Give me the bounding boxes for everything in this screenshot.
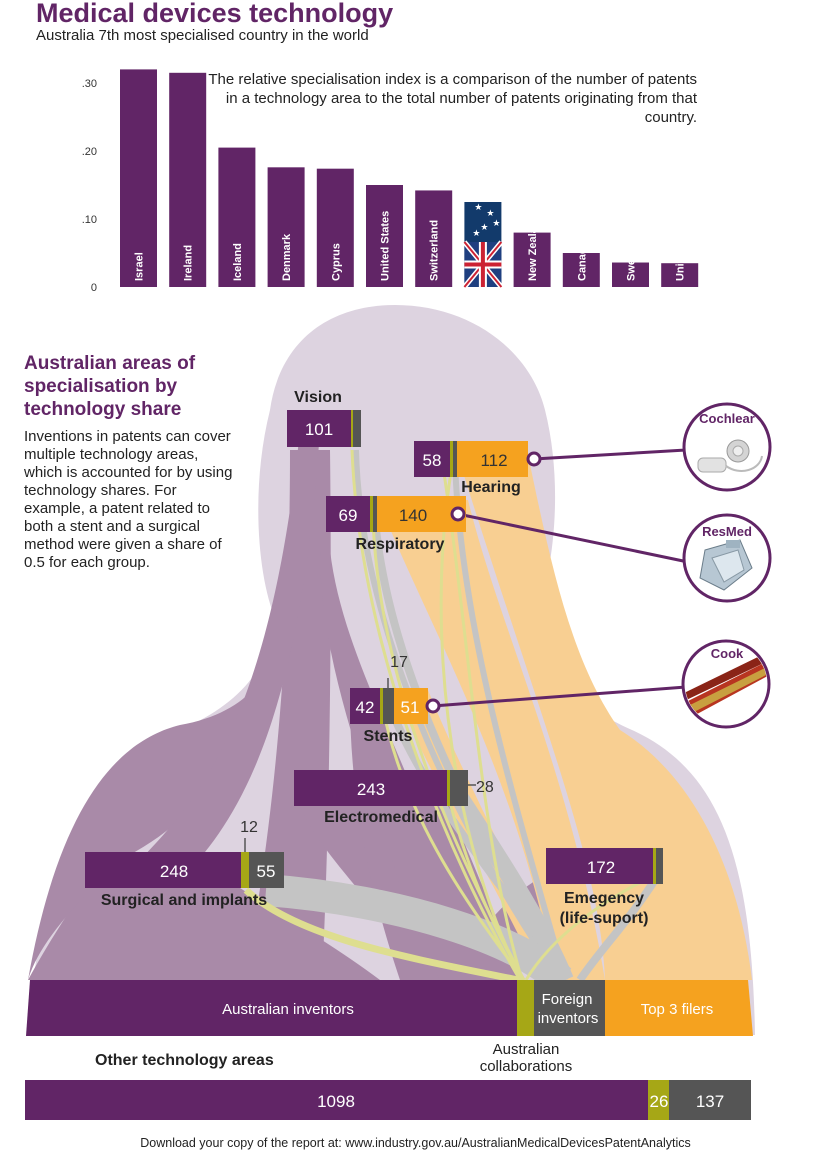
collaborations-label-line2: collaborations [480, 1058, 573, 1075]
emergency-label-line1: Emegency [564, 890, 644, 907]
bar-united-kingdom [661, 263, 699, 287]
foreign-inventors-label-line2: inventors [538, 1010, 599, 1027]
stents-au-value: 42 [356, 698, 375, 717]
index-description: The relative specialisation index is a c… [208, 71, 697, 126]
stents-callout-dot [425, 698, 441, 714]
surgical-label: Surgical and implants [101, 892, 267, 909]
hearing-label: Hearing [461, 479, 521, 496]
resmed-label: ResMed [702, 524, 752, 539]
bar-canada [562, 253, 600, 287]
bar-label: Cyprus [330, 243, 342, 281]
bar-label: Ireland [183, 245, 195, 281]
section-explanation: Inventions in patents can cover multiple… [24, 428, 233, 571]
bar-label: United States [380, 211, 392, 281]
other-foreign-value: 137 [696, 1092, 724, 1111]
surgical-collab-value: 12 [240, 819, 258, 836]
vision-node [287, 410, 361, 447]
respiratory-callout-dot [450, 506, 466, 522]
svg-text:★: ★ [474, 202, 482, 212]
vision-label: Vision [294, 389, 342, 406]
svg-text:★: ★ [486, 208, 494, 218]
emergency-node [546, 848, 663, 884]
respiratory-top3-value: 140 [399, 506, 427, 525]
respiratory-mask-icon [699, 539, 753, 591]
foreign-inventor-flows [264, 449, 662, 992]
cochlear-badge: Cochlear [682, 402, 772, 492]
y-tick-label: 0 [91, 282, 97, 294]
electromedical-node [294, 770, 476, 806]
bar-label: Israel [134, 252, 146, 281]
page-title: Medical devices technology [36, 0, 394, 28]
bar-denmark [267, 167, 305, 287]
other-collab-value: 26 [650, 1092, 669, 1111]
bar-iceland [218, 147, 256, 287]
section-heading: Australian areas of specialisation by te… [24, 353, 196, 420]
other-collab-segment [648, 1080, 669, 1120]
cochlear-device-icon [697, 439, 763, 473]
other-au-segment [25, 1080, 648, 1120]
footer-download-text: Download your copy of the report at: www… [140, 1136, 691, 1150]
respiratory-node [326, 496, 466, 532]
stents-node [350, 678, 428, 724]
stents-label: Stents [364, 728, 413, 745]
resmed-badge: ResMed [682, 513, 772, 603]
svg-text:★: ★ [472, 228, 480, 238]
emergency-label-line2: (life-suport) [560, 910, 649, 927]
other-au-value: 1098 [317, 1092, 355, 1111]
hearing-callout-dot [526, 451, 542, 467]
bar-label: New Zealand [527, 214, 539, 281]
surgical-foreign-value: 55 [257, 862, 276, 881]
bar-label: Sweden [626, 239, 638, 281]
body-sankey-diagram: 101 58 112 69 140 42 51 243 248 55 172 1… [26, 305, 772, 1075]
australian-flag-icon: ★★★★★ [462, 202, 504, 289]
inventor-base-band [26, 980, 753, 1036]
bar-switzerland [415, 190, 453, 287]
electromedical-foreign-value: 28 [476, 779, 494, 796]
y-tick-label: .10 [82, 214, 97, 226]
electromedical-au-value: 243 [357, 780, 385, 799]
bar-label: Iceland [232, 243, 244, 281]
surgical-au-value: 248 [160, 862, 188, 881]
specialisation-bar-chart: .30 .20 .10 0 Israel Ireland Iceland Denmark Cyp… [82, 69, 699, 294]
stent-icon [685, 652, 767, 720]
bar-label: Canada [576, 240, 588, 281]
hearing-au-value: 58 [423, 451, 442, 470]
respiratory-au-value: 69 [339, 506, 358, 525]
electromedical-label: Electromedical [324, 809, 438, 826]
bar-label: United Kingdom [675, 196, 687, 281]
other-areas-bar: 1098 26 137 [25, 1080, 751, 1120]
bar-israel [120, 69, 157, 288]
bar-united-states [366, 185, 403, 287]
surgical-node [85, 838, 284, 888]
company-callout-lines [432, 448, 689, 708]
other-foreign-segment [669, 1080, 751, 1120]
bar-label: Denmark [281, 233, 293, 281]
stents-foreign-value: 17 [390, 654, 408, 671]
foreign-inventors-label-line1: Foreign [542, 991, 593, 1008]
svg-text:★: ★ [492, 218, 500, 228]
bar-sweden [612, 262, 649, 287]
hearing-top3-value: 112 [480, 451, 507, 470]
y-tick-label: .30 [82, 78, 97, 90]
emergency-au-value: 172 [587, 858, 615, 877]
bar-label: Switzerland [429, 220, 441, 281]
respiratory-label: Respiratory [356, 536, 445, 553]
stents-top3-value: 51 [401, 698, 420, 717]
australian-inventors-label: Australian inventors [222, 1001, 354, 1018]
page-subtitle: Australia 7th most specialised country i… [36, 27, 369, 44]
cook-label: Cook [711, 646, 744, 661]
other-areas-heading: Other technology areas [95, 1052, 274, 1069]
top3-filers-label: Top 3 filers [641, 1001, 714, 1018]
cook-badge: Cook [681, 639, 771, 729]
bar-new-zealand [513, 232, 551, 287]
vision-au-value: 101 [305, 420, 333, 439]
bar-ireland [169, 72, 207, 287]
svg-text:★: ★ [480, 222, 488, 232]
bar-cyprus [316, 168, 354, 287]
cochlear-label: Cochlear [699, 411, 755, 426]
y-tick-label: .20 [82, 146, 97, 158]
collaborations-label-line1: Australian [493, 1041, 560, 1058]
hearing-node [414, 441, 528, 477]
